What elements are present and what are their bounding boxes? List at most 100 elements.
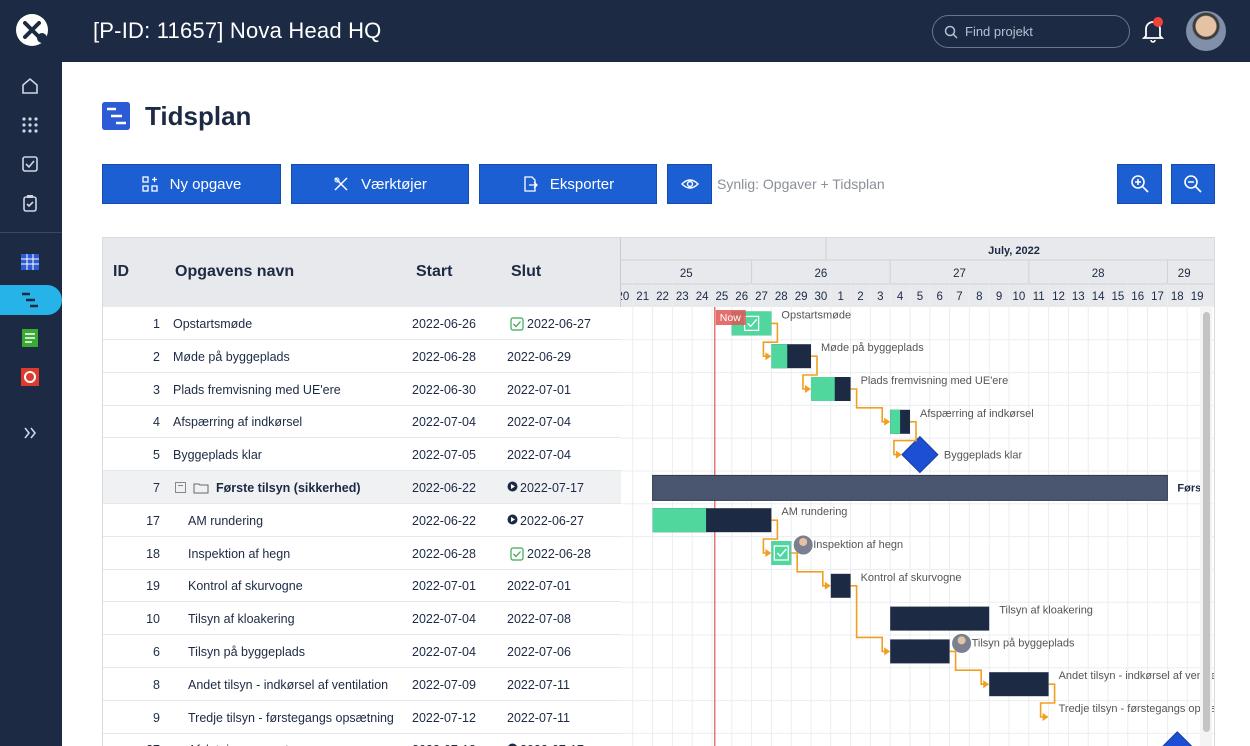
gantt-bar-label: Byggeplads klar xyxy=(944,450,1023,462)
top-bar: [P-ID: 11657] Nova Head HQ Find projekt xyxy=(62,0,1250,62)
export-button[interactable]: Eksporter xyxy=(479,164,657,204)
apps-grid-icon[interactable] xyxy=(16,111,44,139)
task-id: 18 xyxy=(146,546,160,561)
task-end: 2022-06-28 xyxy=(527,546,591,561)
zoom-out-icon xyxy=(1184,175,1202,193)
task-bar-progress xyxy=(890,409,901,434)
visibility-toggle-button[interactable] xyxy=(667,164,712,204)
dependency-link xyxy=(1039,683,1056,718)
task-start: 2022-07-12 xyxy=(412,710,476,725)
task-name: Andet tilsyn - indkørsel af ventilation xyxy=(188,677,389,692)
task-end: 2022-07-04 xyxy=(507,448,571,463)
table-row[interactable]: 3 Plads fremvisning med UE'ere 2022-06-30 2… xyxy=(103,373,621,406)
task-bar-progress xyxy=(652,508,707,533)
day-label: 26 xyxy=(735,291,748,303)
task-end: 2022-06-27 xyxy=(520,513,584,528)
day-label: 1 xyxy=(837,291,843,303)
sidebar xyxy=(0,0,62,746)
day-label: 12 xyxy=(1052,291,1065,303)
now-badge xyxy=(715,310,746,325)
dependency-link xyxy=(762,519,779,554)
task-id: 4 xyxy=(153,415,160,430)
home-icon[interactable] xyxy=(16,72,44,100)
day-label: 13 xyxy=(1072,291,1085,303)
bar-check-box xyxy=(773,545,789,561)
search-icon xyxy=(944,25,958,39)
dependency-arrow xyxy=(884,647,891,656)
column-header-id[interactable]: ID xyxy=(113,263,129,280)
table-row[interactable]: 18 Inspektion af hegn 2022-06-28 2022-06-28 xyxy=(103,537,621,570)
week-label: 29 xyxy=(1178,268,1191,280)
column-header-end[interactable]: Slut xyxy=(511,263,542,280)
task-id: 19 xyxy=(146,579,160,594)
bar-check-mark xyxy=(776,548,787,558)
logo-icon[interactable] xyxy=(14,12,50,48)
user-avatar[interactable] xyxy=(1186,11,1226,51)
assignee-avatar-face xyxy=(799,538,808,546)
table-row[interactable]: 2 Møde på byggeplads 2022-06-28 2022-06-29 xyxy=(103,340,621,373)
table-row[interactable]: 10 Tilsyn af kloakering 2022-07-04 2022-07-… xyxy=(103,602,621,636)
dependency-arrow xyxy=(765,549,772,557)
task-start: 2022-06-22 xyxy=(412,481,476,495)
document-icon[interactable] xyxy=(16,324,44,352)
settings-red-icon[interactable] xyxy=(16,363,44,391)
column-header-name[interactable]: Opgavens navn xyxy=(175,263,295,280)
task-bar xyxy=(890,639,950,664)
gantt-chart: July, 2022202122232425262728293012345678… xyxy=(621,238,1214,746)
export-icon xyxy=(524,176,538,192)
table-row[interactable]: 8 Andet tilsyn - indkørsel af ventilation… xyxy=(103,668,621,701)
table-row[interactable]: 4 Afspærring af indkørsel 2022-07-04 2022-0… xyxy=(103,405,621,439)
table-row[interactable]: 19 Kontrol af skurvogne 2022-07-01 2022-07-… xyxy=(103,569,621,603)
column-header-start[interactable]: Start xyxy=(416,263,453,280)
zoom-out-button[interactable] xyxy=(1171,164,1215,204)
task-id: 17 xyxy=(146,513,160,528)
day-label: 24 xyxy=(696,291,709,303)
dependency-link xyxy=(850,585,889,653)
task-name: Tilsyn af kloakering xyxy=(188,612,295,627)
zoom-in-button[interactable] xyxy=(1117,164,1162,204)
table-icon[interactable] xyxy=(16,248,44,276)
table-row[interactable]: 1 Opstartsmøde 2022-06-26 2022-06-27 xyxy=(103,307,621,340)
collapse-toggle[interactable]: − xyxy=(175,482,186,493)
search-placeholder: Find projekt xyxy=(965,24,1033,39)
day-label: 9 xyxy=(996,291,1002,303)
expand-icon[interactable] xyxy=(16,419,44,447)
checkbox-icon[interactable] xyxy=(16,150,44,178)
gantt-bar-label: Plads fremvisning med UE'ere xyxy=(861,375,1009,387)
gantt-bar-label: Kontrol af skurvogne xyxy=(861,572,962,584)
table-row[interactable]: 7 − Første tilsyn (sikkerhed) 2022-06-22 202… xyxy=(103,471,621,504)
table-row[interactable]: 17 AM rundering 2022-06-22 2022-06-27 xyxy=(103,504,621,537)
new-task-button[interactable]: Ny opgave xyxy=(102,164,281,204)
in-progress-icon xyxy=(507,743,518,746)
task-name: AM rundering xyxy=(188,513,264,528)
day-label: 3 xyxy=(877,291,883,303)
schedule-icon[interactable] xyxy=(16,286,44,314)
task-name: Inspektion af hegn xyxy=(188,546,291,561)
schedule-page-icon xyxy=(102,102,130,130)
tools-icon xyxy=(334,177,348,191)
table-row[interactable]: 5 Byggeplads klar 2022-07-05 2022-07-04 xyxy=(103,438,621,472)
dependency-arrow xyxy=(824,581,831,590)
table-row[interactable]: 9 Tredje tilsyn - førstegangs opsætning 20… xyxy=(103,701,621,734)
table-row[interactable]: 6 Tilsyn på byggeplads 2022-07-04 2022-07-0… xyxy=(103,635,621,668)
assignee-avatar-face xyxy=(957,636,966,645)
scrollbar-thumb[interactable] xyxy=(1203,312,1210,732)
task-start: 2022-07-05 xyxy=(412,448,476,463)
task-end: 2022-06-27 xyxy=(527,317,591,331)
task-bar xyxy=(830,573,851,598)
project-search-input[interactable]: Find projekt xyxy=(932,15,1130,48)
task-id: 5 xyxy=(153,448,160,463)
task-end: 2022-07-11 xyxy=(507,677,571,692)
day-label: 28 xyxy=(775,291,788,303)
visibility-status: Synlig: Opgaver + Tidsplan xyxy=(717,176,885,192)
task-id: 3 xyxy=(153,382,160,397)
dependency-link xyxy=(791,552,829,587)
tools-button[interactable]: Værktøjer xyxy=(291,164,469,204)
table-row[interactable]: 27 Afslutningsrapport 2022-07-18 2022-07-17 xyxy=(103,733,621,746)
task-end: 2022-07-17 xyxy=(520,743,584,746)
task-id: 10 xyxy=(146,612,160,627)
clipboard-icon[interactable] xyxy=(16,189,44,217)
day-label: 22 xyxy=(656,291,669,303)
gantt-bar-label: Tilsyn af kloakering xyxy=(999,605,1093,617)
task-end: 2022-06-29 xyxy=(507,349,571,364)
